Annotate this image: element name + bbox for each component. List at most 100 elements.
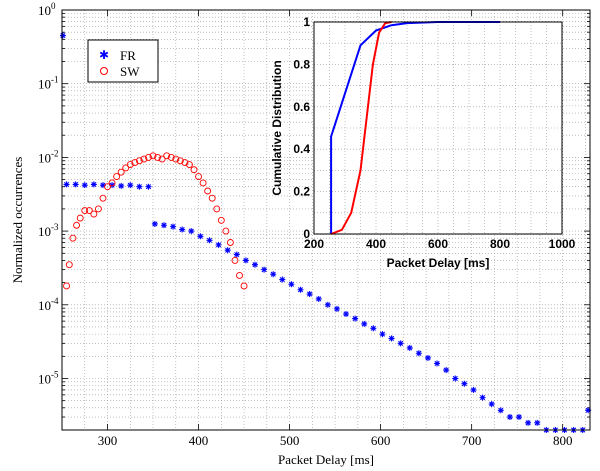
main-y-tick-label: 10-4 — [38, 296, 59, 313]
fr-point — [63, 181, 70, 188]
sw-point — [140, 155, 148, 163]
sw-point — [149, 152, 157, 160]
main-x-axis-label: Packet Delay [ms] — [278, 452, 374, 467]
sw-point — [176, 157, 184, 165]
sw-point — [167, 153, 175, 161]
fr-point — [379, 331, 386, 338]
fr-point — [206, 237, 213, 244]
inset-y-tick-label: 0 — [303, 227, 310, 241]
fr-point — [109, 182, 116, 189]
main-y-tick-label: 10-5 — [38, 369, 59, 386]
fr-point — [497, 407, 504, 414]
sw-point — [81, 207, 89, 214]
fr-point — [397, 340, 404, 347]
sw-point — [135, 157, 143, 165]
inset-x-tick-label: 400 — [366, 237, 386, 251]
main-x-tick-label: 800 — [553, 433, 573, 448]
sw-point — [181, 159, 189, 167]
legend-sw-marker — [100, 67, 108, 75]
main-y-axis-label: Normalized occurrences — [10, 157, 25, 284]
sw-point — [236, 272, 243, 279]
sw-point — [65, 261, 73, 269]
fr-point — [470, 386, 477, 393]
legend-fr-marker: ✱ — [99, 48, 109, 62]
fr-point — [415, 350, 422, 357]
fr-point — [72, 181, 79, 188]
main-x-tick-labels: 300 400 500 600 700 800 — [98, 10, 573, 448]
main-y-tick-label: 10-2 — [38, 148, 59, 165]
sw-point — [104, 183, 111, 191]
sw-point — [158, 155, 166, 163]
fr-point — [333, 305, 340, 312]
sw-point — [190, 166, 198, 174]
main-y-tick-label: 10-1 — [38, 75, 59, 92]
fr-point — [515, 414, 522, 421]
main-series-fr — [59, 32, 592, 433]
sw-point — [73, 221, 81, 229]
fr-point — [388, 335, 395, 342]
fr-point — [506, 414, 513, 421]
fr-point — [488, 401, 495, 408]
fr-point — [242, 257, 249, 264]
sw-point — [117, 168, 125, 176]
fr-point — [160, 222, 167, 229]
main-y-tick-label: 100 — [38, 1, 56, 18]
fr-point — [443, 367, 450, 374]
sw-point — [99, 194, 107, 202]
fr-point — [90, 181, 97, 188]
sw-point — [90, 210, 98, 218]
legend: ✱ FR SW — [87, 39, 159, 83]
fr-point — [170, 223, 177, 230]
sw-point — [222, 227, 230, 235]
fr-point — [434, 360, 441, 367]
sw-point — [185, 161, 193, 168]
fr-point — [59, 32, 66, 39]
inset-y-tick-label: 0.6 — [293, 100, 310, 114]
main-x-tick-label: 300 — [98, 433, 118, 448]
inset-x-tick-label: 800 — [490, 237, 510, 251]
inset-y-tick-label: 0.8 — [293, 57, 310, 71]
fr-point — [288, 281, 295, 288]
fr-point — [585, 407, 592, 414]
fr-point — [81, 182, 88, 189]
inset-y-axis-label: Cumulative Distribution — [270, 60, 284, 195]
legend-fr-label: FR — [120, 48, 136, 63]
fr-point — [424, 354, 431, 361]
fr-point — [315, 295, 322, 302]
legend-box — [87, 39, 159, 83]
inset-x-tick-label: 200 — [304, 237, 324, 251]
inset-y-tick-label: 0.4 — [293, 142, 310, 156]
fr-point — [145, 183, 152, 190]
fr-point — [452, 375, 459, 382]
fr-point — [361, 320, 368, 327]
fr-point — [99, 182, 106, 189]
sw-point — [195, 173, 203, 180]
inset-x-axis-label: Packet Delay [ms] — [387, 256, 490, 270]
sw-point — [131, 159, 139, 167]
fr-point — [136, 183, 143, 190]
sw-point — [172, 155, 180, 163]
fr-point — [324, 301, 331, 308]
inset-x-tick-labels: 200 400 600 800 1000 — [304, 237, 576, 251]
fr-point — [534, 419, 541, 426]
main-x-tick-label: 600 — [371, 433, 391, 448]
inset-x-tick-label: 1000 — [549, 237, 576, 251]
fr-point — [370, 325, 377, 332]
sw-point — [226, 239, 234, 246]
fr-point — [279, 276, 286, 283]
main-plot-frame — [61, 9, 591, 431]
fr-point — [297, 286, 304, 293]
fr-point — [179, 226, 186, 233]
main-x-tick-label: 700 — [462, 433, 482, 448]
inset-y-tick-labels: 0 0.2 0.4 0.6 0.8 1 — [293, 15, 310, 241]
inset-line-sw — [330, 21, 392, 235]
sw-point — [122, 164, 130, 172]
fr-point — [343, 310, 350, 317]
fr-point — [197, 233, 204, 240]
sw-point — [199, 179, 207, 187]
main-y-tick-labels: 100 10-1 10-2 10-3 10-4 10-5 — [38, 1, 59, 386]
fr-point — [261, 266, 268, 273]
sw-point — [126, 161, 134, 168]
main-series-sw — [63, 152, 248, 290]
